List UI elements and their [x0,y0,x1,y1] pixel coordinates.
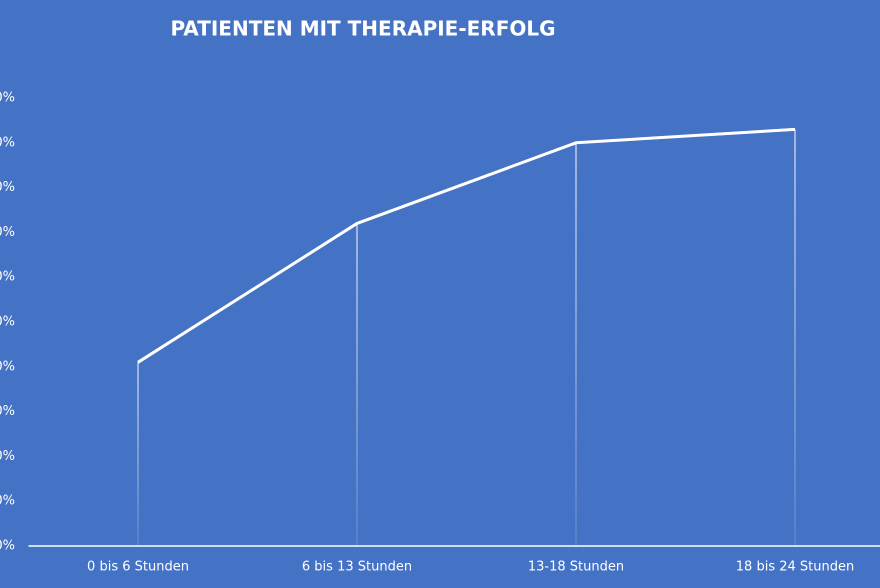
x-tick-label: 18 bis 24 Stunden [736,560,854,575]
x-tick-label: 6 bis 13 Stunden [302,560,412,575]
drop-line [575,142,577,547]
y-tick-label: 70% [0,225,15,240]
y-tick-label: 20% [0,449,15,464]
y-tick-label: 30% [0,404,15,419]
drop-line [794,129,796,547]
x-tick-label: 13-18 Stunden [528,560,624,575]
y-tick-label: 40% [0,359,15,374]
y-tick-label: 100% [0,91,15,106]
drop-line [137,362,139,546]
x-tick-label: 0 bis 6 Stunden [87,560,189,575]
y-tick-label: 80% [0,180,15,195]
drop-line [356,223,358,546]
y-tick-label: 90% [0,135,15,150]
y-tick-label: 10% [0,494,15,509]
line [137,127,796,364]
y-tick-label: 0% [0,539,15,554]
y-tick-label: 50% [0,315,15,330]
chart-title: PATIENTEN MIT THERAPIE-ERFOLG [170,17,555,41]
y-tick-label: 60% [0,270,15,285]
